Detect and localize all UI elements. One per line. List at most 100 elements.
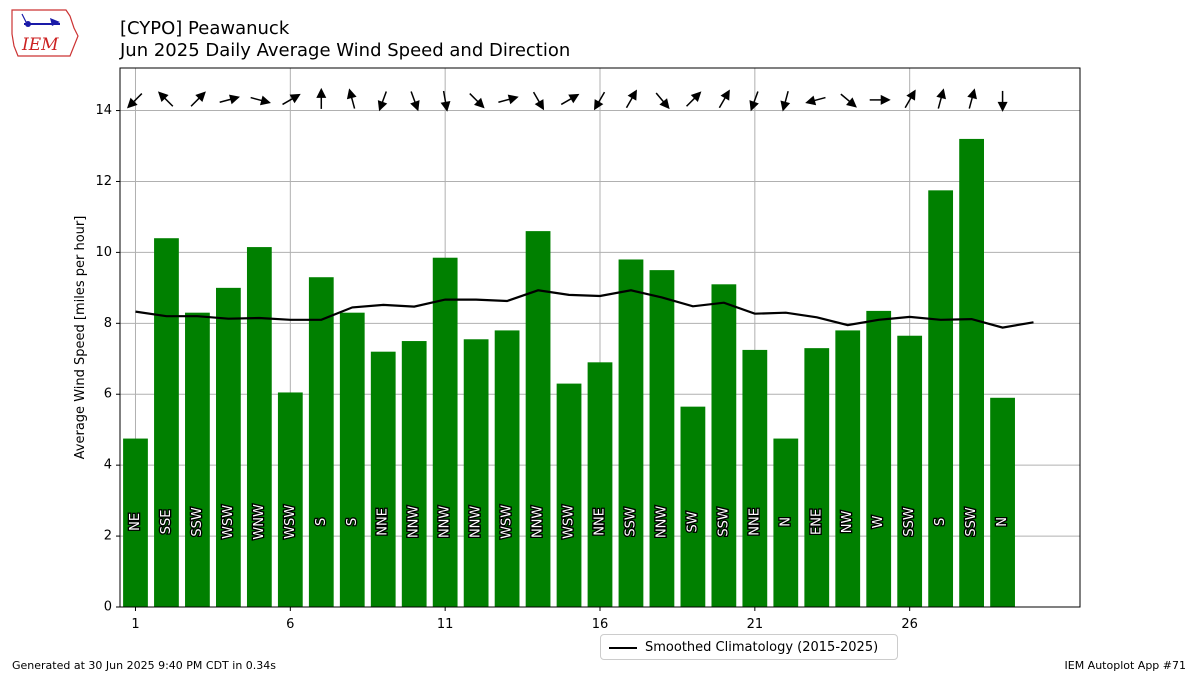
x-tick-label: 26 (901, 617, 918, 632)
arrow-head (440, 101, 451, 112)
direction-label-day-27: S (933, 518, 948, 526)
arrow-head (720, 89, 730, 101)
arrow-shaft (560, 97, 573, 106)
direction-label-day-17: SSW (623, 507, 638, 537)
wind-arrow-day-19 (686, 91, 702, 107)
wind-arrow-day-14 (532, 91, 545, 111)
bar-day-29 (990, 397, 1015, 607)
arrow-head (289, 93, 301, 104)
wind-arrow-day-22 (780, 91, 791, 112)
legend: Smoothed Climatology (2015-2025) (600, 634, 898, 660)
wind-arrow-day-1 (126, 93, 143, 109)
direction-label-day-10: NNW (407, 506, 422, 538)
speed-bars (123, 138, 1015, 608)
x-tick-label: 16 (592, 617, 609, 632)
direction-label-day-20: SSW (716, 507, 731, 537)
wind-arrow-day-28 (967, 88, 977, 109)
direction-arrows (126, 87, 1008, 112)
arrow-head (316, 87, 327, 98)
wind-arrow-day-6 (282, 93, 301, 106)
bar-day-4 (216, 287, 241, 607)
direction-label-day-26: SSW (902, 507, 917, 537)
climatology-line (135, 289, 1034, 329)
y-tick-label: 2 (104, 529, 112, 544)
arrow-head (229, 94, 240, 105)
bar-day-26 (897, 335, 923, 607)
legend-line-swatch (609, 647, 637, 649)
wind-arrow-day-26 (904, 89, 916, 109)
direction-label-day-7: S (314, 518, 329, 526)
arrow-shaft (163, 96, 174, 107)
bar-day-28 (959, 138, 984, 607)
wind-arrow-day-5 (250, 95, 271, 106)
arrow-shaft (219, 98, 233, 103)
bar-day-7 (308, 277, 334, 607)
direction-label-day-19: SW (685, 511, 700, 532)
arrow-shaft (752, 91, 759, 104)
arrow-head (936, 88, 946, 100)
y-tick-label: 12 (95, 174, 112, 189)
wind-arrow-day-24 (840, 93, 857, 108)
arrow-head (377, 100, 388, 112)
bar-day-13 (494, 330, 520, 607)
arrow-head (659, 98, 670, 110)
bar-day-14 (525, 231, 551, 608)
direction-label-day-3: SSW (190, 507, 205, 537)
arrow-shaft (410, 91, 417, 104)
direction-label-day-12: NNW (469, 506, 484, 538)
arrow-head (534, 99, 545, 111)
bar-day-19 (680, 406, 706, 607)
wind-arrow-day-18 (655, 92, 670, 110)
arrow-shaft (784, 91, 789, 104)
iem-logo: IEM (8, 6, 80, 60)
wind-arrow-day-12 (469, 93, 485, 109)
direction-label-day-13: WSW (500, 505, 515, 539)
direction-label-day-9: NNE (376, 508, 391, 536)
bar-day-16 (587, 362, 613, 607)
arrow-head (410, 100, 420, 112)
chart-subtitle: Jun 2025 Daily Average Wind Speed and Di… (120, 40, 571, 61)
y-tick-label: 6 (104, 387, 112, 402)
logo-text: IEM (21, 35, 59, 55)
wind-arrow-day-8 (346, 88, 357, 109)
direction-label-day-1: NE (128, 513, 143, 531)
arrow-shaft (968, 95, 974, 109)
wind-arrow-day-17 (625, 89, 637, 109)
wind-arrow-day-16 (594, 91, 606, 111)
bar-day-8 (339, 312, 365, 607)
arrow-head (967, 88, 977, 100)
arrow-shaft (532, 91, 541, 104)
bar-day-27 (928, 190, 954, 608)
direction-label-day-2: SSE (159, 510, 174, 535)
wind-arrow-day-3 (190, 91, 206, 107)
direction-labels: NE SSE SSW WSW WNW WSW S S NNE NNW NNW NNW WSW NNW WSW… (127, 503, 1012, 541)
arrow-shaft (250, 96, 264, 102)
arrow-shaft (718, 96, 727, 109)
arrow-head (627, 89, 637, 101)
wind-arrow-day-15 (560, 93, 580, 106)
wind-arrow-day-2 (157, 91, 174, 107)
arrow-shaft (625, 96, 634, 109)
direction-label-day-29: N (995, 517, 1010, 527)
wind-arrow-day-21 (749, 91, 759, 112)
arrow-head (259, 95, 271, 106)
arrow-shaft (469, 93, 480, 104)
wind-arrow-day-27 (936, 88, 946, 109)
direction-label-day-23: ENE (809, 509, 824, 535)
x-tick-label: 21 (747, 617, 764, 632)
direction-label-day-4: WSW (221, 505, 236, 539)
arrow-head (846, 97, 857, 108)
wind-arrow-day-10 (410, 91, 420, 112)
bar-day-5 (246, 247, 272, 607)
wind-arrow-day-20 (718, 89, 730, 109)
chart-title: [CYPO] Peawanuck (120, 18, 290, 39)
direction-label-day-21: NNE (747, 508, 762, 536)
iem-iowa-logo-icon: IEM (11, 9, 79, 57)
direction-label-day-14: NNW (531, 506, 546, 538)
bar-day-20 (711, 284, 737, 607)
y-axis-label: Average Wind Speed [miles per hour] (73, 216, 88, 460)
arrow-shaft (686, 96, 697, 107)
bar-day-12 (463, 339, 489, 607)
arrow-shaft (190, 96, 201, 107)
